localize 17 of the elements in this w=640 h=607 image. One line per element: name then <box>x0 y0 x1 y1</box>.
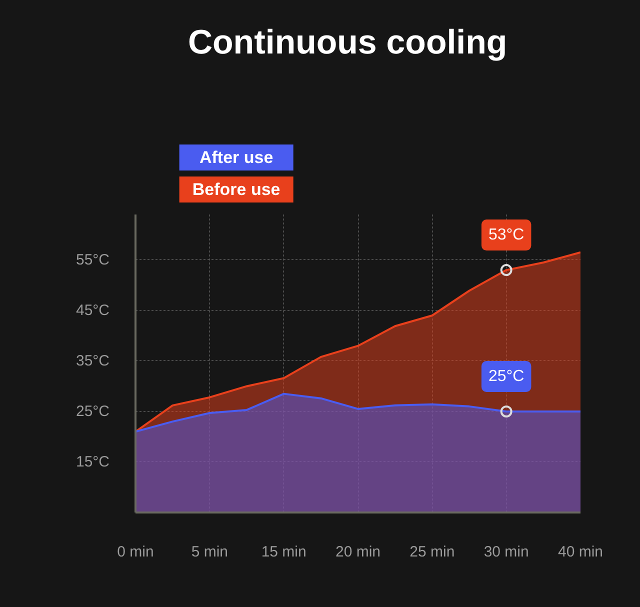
x-tick-label: 25 min <box>410 544 455 560</box>
x-tick-label: 40 min <box>558 544 604 560</box>
x-tick-label: 30 min <box>484 544 529 560</box>
annotation: 25°C <box>488 368 524 385</box>
y-tick-label: 35°C <box>76 352 110 370</box>
chart-title: Continuous cooling <box>188 24 508 62</box>
y-tick-label: 25°C <box>76 402 110 420</box>
x-tick-label: 15 min <box>261 544 306 560</box>
x-tick-label: 5 min <box>191 544 228 560</box>
x-tick-label: 0 min <box>117 544 154 560</box>
y-tick-label: 15°C <box>76 453 110 470</box>
y-tick-label: 45°C <box>76 302 110 319</box>
annotation: 53°C <box>488 226 524 244</box>
text: After use <box>199 148 274 167</box>
text: Before use <box>192 180 280 199</box>
x-tick-label: 20 min <box>335 544 381 560</box>
y-tick-label: 55°C <box>76 251 110 268</box>
